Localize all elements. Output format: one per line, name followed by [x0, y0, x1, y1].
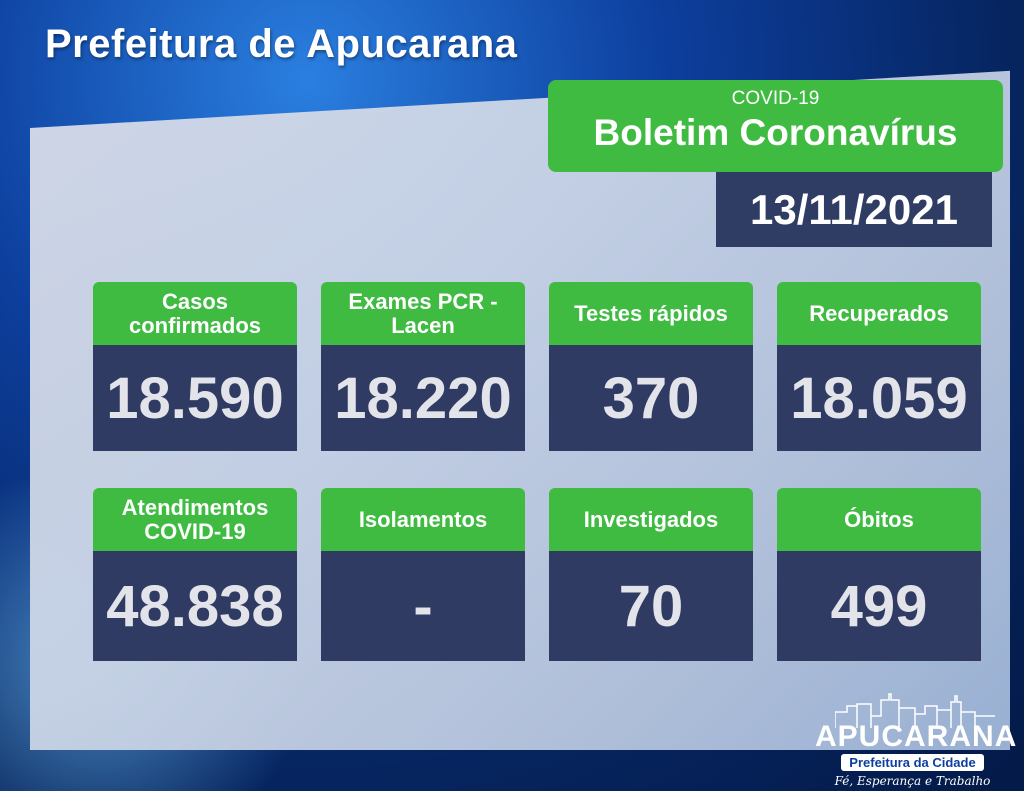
card-label: Recuperados: [777, 282, 981, 345]
card-obitos: Óbitos 499: [777, 488, 981, 661]
card-casos-confirmados: Casos confirmados 18.590: [93, 282, 297, 451]
card-label: Casos confirmados: [93, 282, 297, 345]
card-value: 499: [777, 551, 981, 661]
card-value: 18.059: [777, 345, 981, 451]
card-value: 48.838: [93, 551, 297, 661]
card-label: Investigados: [549, 488, 753, 551]
bulletin-date: 13/11/2021: [716, 172, 992, 247]
card-value: 18.220: [321, 345, 525, 451]
card-label: Atendimentos COVID-19: [93, 488, 297, 551]
card-exames-pcr: Exames PCR - Lacen 18.220: [321, 282, 525, 451]
card-label: Testes rápidos: [549, 282, 753, 345]
card-value: 70: [549, 551, 753, 661]
skyline-icon: [835, 693, 995, 728]
bulletin-banner: COVID-19 Boletim Coronavírus: [548, 80, 1003, 172]
card-value: 18.590: [93, 345, 297, 451]
banner-subtitle: COVID-19: [731, 88, 820, 109]
card-testes-rapidos: Testes rápidos 370: [549, 282, 753, 451]
card-atendimentos: Atendimentos COVID-19 48.838: [93, 488, 297, 661]
card-label: Exames PCR - Lacen: [321, 282, 525, 345]
card-investigados: Investigados 70: [549, 488, 753, 661]
card-value: 370: [549, 345, 753, 451]
card-label: Óbitos: [777, 488, 981, 551]
card-label: Isolamentos: [321, 488, 525, 551]
card-isolamentos: Isolamentos -: [321, 488, 525, 661]
logo-motto: Fé, Esperança e Trabalho: [834, 774, 991, 788]
page-title: Prefeitura de Apucarana: [45, 22, 518, 66]
card-value: -: [321, 551, 525, 661]
logo-subtitle: Prefeitura da Cidade: [841, 754, 984, 771]
card-recuperados: Recuperados 18.059: [777, 282, 981, 451]
banner-title: Boletim Coronavírus: [593, 112, 958, 153]
apucarana-logo: APUCARANA Prefeitura da Cidade Fé, Esper…: [815, 690, 1016, 788]
